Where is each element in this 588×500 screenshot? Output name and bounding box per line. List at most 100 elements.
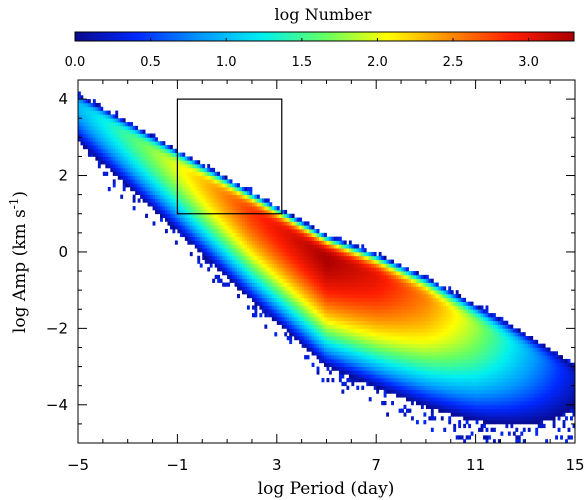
density-cell xyxy=(488,332,491,337)
density-cell xyxy=(488,412,491,417)
density-cell xyxy=(366,347,370,352)
density-cell xyxy=(142,152,146,157)
density-cell xyxy=(242,213,245,218)
density-cell xyxy=(254,206,258,211)
density-cell xyxy=(398,274,402,280)
density-cell xyxy=(415,274,419,280)
density-cell xyxy=(363,374,367,379)
density-cell xyxy=(473,320,476,325)
density-cell xyxy=(294,286,298,291)
density-cell xyxy=(488,404,491,410)
density-cell xyxy=(418,297,422,303)
density-cell xyxy=(428,385,432,390)
density-cell xyxy=(304,305,308,310)
density-cell xyxy=(192,179,196,184)
density-cell xyxy=(356,316,360,322)
density-cell xyxy=(376,374,380,379)
density-cell xyxy=(261,206,265,211)
density-cell xyxy=(184,186,188,192)
density-cell xyxy=(227,194,230,199)
density-cell xyxy=(433,293,437,299)
density-cell xyxy=(418,332,422,337)
density-cell xyxy=(438,301,442,306)
density-cell xyxy=(217,267,221,272)
density-cell xyxy=(376,305,380,310)
density-cell xyxy=(495,393,499,398)
density-cell xyxy=(219,221,223,226)
density-cell xyxy=(244,248,248,253)
density-cell xyxy=(209,229,213,234)
density-cell xyxy=(242,198,245,203)
density-cell xyxy=(430,301,434,306)
density-cell xyxy=(475,355,479,360)
density-cell xyxy=(475,316,479,322)
density-cell xyxy=(311,313,315,318)
density-cell xyxy=(256,293,260,299)
density-cell xyxy=(363,286,367,291)
density-cell xyxy=(294,267,298,272)
density-cell xyxy=(443,427,447,432)
density-cell xyxy=(140,148,144,153)
density-cell xyxy=(333,366,337,371)
density-cell xyxy=(497,385,501,390)
density-cell xyxy=(202,206,206,211)
density-cell xyxy=(299,263,303,268)
density-cell xyxy=(331,244,335,249)
density-cell xyxy=(261,301,265,306)
density-cell xyxy=(423,328,427,333)
density-cell xyxy=(169,167,173,173)
density-cell xyxy=(214,225,218,230)
density-cell xyxy=(189,160,193,165)
density-cell xyxy=(82,102,86,108)
density-cell xyxy=(333,358,337,364)
density-cell xyxy=(480,393,484,398)
density-cell xyxy=(184,167,188,173)
density-cell xyxy=(266,309,270,314)
density-cell xyxy=(473,355,476,360)
density-cell xyxy=(401,336,404,341)
density-cell xyxy=(326,305,330,310)
density-cell xyxy=(132,125,136,131)
density-cell xyxy=(468,404,472,410)
density-cell xyxy=(338,378,342,383)
density-cell xyxy=(500,381,504,387)
density-cell xyxy=(475,404,479,410)
density-cell xyxy=(408,347,412,352)
density-cell xyxy=(311,229,315,234)
density-cell xyxy=(164,202,168,207)
density-cell xyxy=(316,229,320,234)
density-cell xyxy=(254,286,258,291)
density-cell xyxy=(483,351,486,356)
density-cell xyxy=(301,259,305,264)
density-cell xyxy=(338,290,342,295)
density-cell xyxy=(398,324,402,329)
density-cell xyxy=(209,225,213,230)
density-cell xyxy=(331,282,335,287)
density-cell xyxy=(182,152,186,157)
density-cell xyxy=(378,343,382,348)
density-cell xyxy=(182,160,186,165)
density-cell xyxy=(160,160,163,165)
density-cell xyxy=(207,255,211,260)
density-cell xyxy=(455,378,459,383)
density-cell xyxy=(371,339,375,345)
density-cell xyxy=(214,175,218,180)
density-cell xyxy=(428,290,432,295)
density-cell xyxy=(299,339,303,345)
density-cell xyxy=(413,355,417,360)
density-cell xyxy=(286,328,290,333)
density-cell xyxy=(239,209,243,215)
density-cell xyxy=(259,244,263,249)
density-cell xyxy=(207,232,211,238)
density-cell xyxy=(299,278,303,283)
density-cell xyxy=(473,347,476,352)
density-cell xyxy=(87,144,91,150)
density-cell xyxy=(164,164,168,169)
density-cell xyxy=(311,271,315,276)
density-cell xyxy=(475,305,479,310)
density-cell xyxy=(361,362,365,367)
density-cell xyxy=(179,225,183,230)
density-cell xyxy=(440,332,444,337)
density-cell xyxy=(410,389,414,394)
density-cell xyxy=(224,236,228,241)
